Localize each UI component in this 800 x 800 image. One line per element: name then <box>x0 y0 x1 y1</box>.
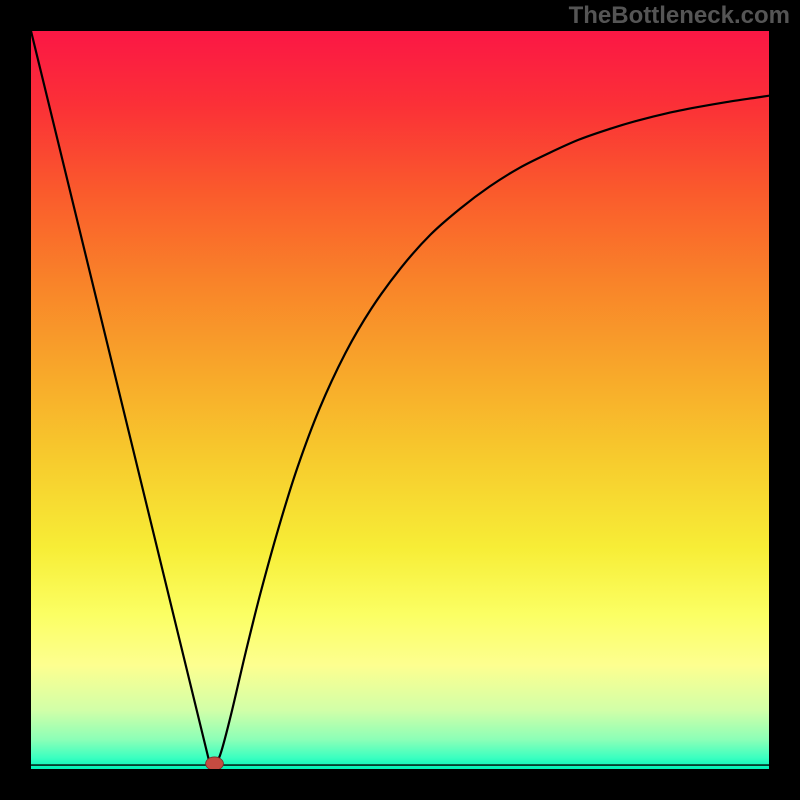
plot-frame <box>30 30 770 770</box>
chart-container: TheBottleneck.com <box>0 0 800 800</box>
watermark-text: TheBottleneck.com <box>569 2 790 30</box>
curve-layer <box>31 31 770 770</box>
valley-marker <box>206 757 224 770</box>
curve-descent <box>31 31 211 768</box>
curve-ascent <box>211 95 770 768</box>
